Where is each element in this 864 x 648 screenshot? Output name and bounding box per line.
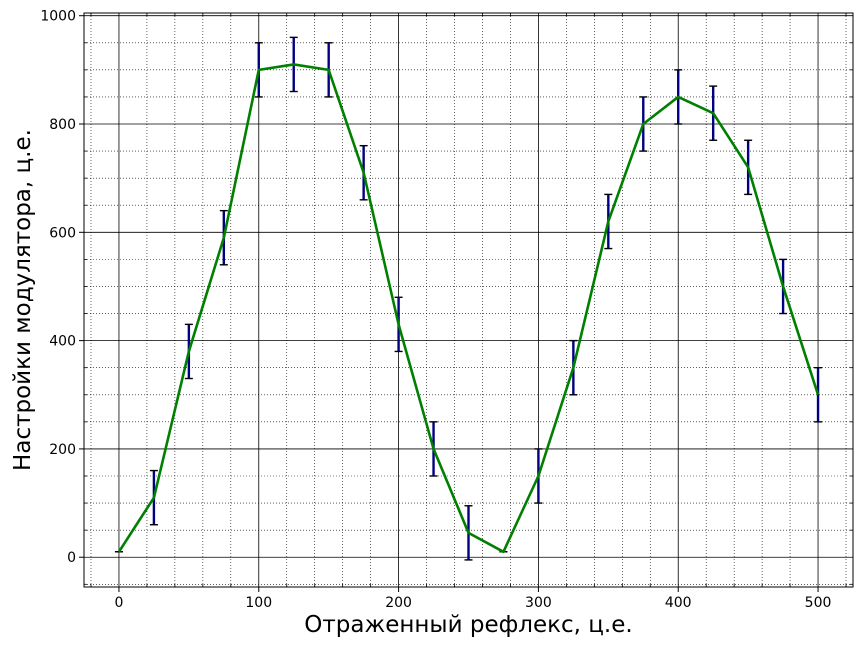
x-axis-title: Отраженный рефлекс, ц.е. xyxy=(304,612,632,638)
series-lines xyxy=(117,63,820,554)
plot-frame xyxy=(83,12,854,588)
x-tick-label: 100 xyxy=(245,595,272,611)
series-line xyxy=(117,63,820,554)
minor-grid xyxy=(84,13,853,587)
y-tick-label: 400 xyxy=(49,334,76,350)
x-tick-label: 0 xyxy=(114,595,123,611)
x-tick-label: 300 xyxy=(525,595,552,611)
y-tick-label: 1000 xyxy=(40,9,76,25)
x-tick-label: 500 xyxy=(805,595,832,611)
x-tick-label: 200 xyxy=(385,595,412,611)
y-tick-label: 600 xyxy=(49,225,76,241)
y-tick-label: 0 xyxy=(67,550,76,566)
x-tick-label: 400 xyxy=(665,595,692,611)
axis-ticks xyxy=(79,13,853,592)
y-axis-title: Настройки модулятора, ц.е. xyxy=(10,129,36,471)
y-tick-labels: 0 200 400 600 800 1000 xyxy=(40,9,76,567)
x-tick-labels: 0 100 200 300 400 500 xyxy=(114,595,831,611)
y-tick-label: 800 xyxy=(49,117,76,133)
y-tick-label: 200 xyxy=(49,442,76,458)
